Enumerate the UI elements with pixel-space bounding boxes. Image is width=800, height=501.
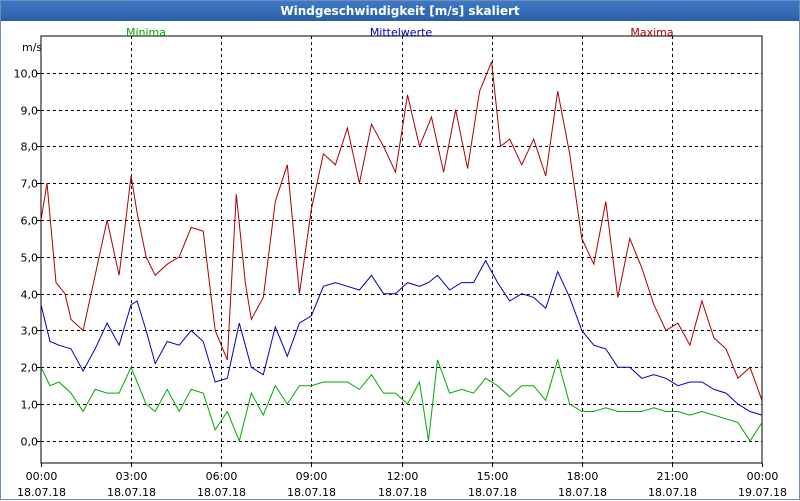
y-tick-label: 0,0 — [21, 436, 39, 449]
x-tick-date: 18.07.18 — [107, 486, 156, 499]
x-tick-date: 18.07.18 — [558, 486, 607, 499]
y-tick-label: 5,0 — [21, 252, 39, 265]
y-axis-unit: m/s — [22, 41, 42, 54]
y-tick-label: 8,0 — [21, 141, 39, 154]
x-tick-time: 09:00 — [296, 470, 328, 483]
x-tick-time: 12:00 — [387, 470, 419, 483]
x-tick-date: 19.07.18 — [738, 486, 787, 499]
x-tick-date: 18.07.18 — [17, 486, 66, 499]
y-tick-label: 6,0 — [21, 215, 39, 228]
y-tick-label: 3,0 — [21, 325, 39, 338]
series-lines — [40, 61, 763, 443]
x-tick-date: 18.07.18 — [197, 486, 246, 499]
y-tick-label: 4,0 — [21, 289, 39, 302]
legend-mittelwerte: Mittelwerte — [370, 26, 433, 39]
plot-area — [40, 35, 763, 464]
x-tick-time: 18:00 — [567, 470, 599, 483]
window-title: Windgeschwindigkeit [m/s] skaliert — [1, 1, 799, 21]
series-line-mittelwerte — [40, 259, 763, 416]
x-tick-date: 18.07.18 — [287, 486, 336, 499]
y-tick-label: 2,0 — [21, 362, 39, 375]
x-tick-time: 21:00 — [657, 470, 689, 483]
x-tick-time: 00:00 — [747, 470, 779, 483]
x-tick-time: 00:00 — [26, 470, 58, 483]
legend-maxima: Maxima — [630, 26, 673, 39]
series-line-maxima — [40, 61, 763, 401]
y-tick-label: 9,0 — [21, 105, 39, 118]
x-tick-date: 18.07.18 — [378, 486, 427, 499]
y-tick-label: 7,0 — [21, 178, 39, 191]
y-tick-label: 1,0 — [21, 399, 39, 412]
x-axis-ticks: 00:00 18.07.18 03:00 18.07.18 06:00 18.07.18 0… — [17, 463, 787, 499]
grid-lines — [41, 36, 762, 463]
x-tick-date: 18.07.18 — [468, 486, 517, 499]
legend-minima: Minima — [126, 26, 166, 39]
x-tick-date: 18.07.18 — [648, 486, 697, 499]
y-tick-label: 10,0 — [14, 68, 39, 81]
y-axis-ticks: 0,0 1,0 2,0 3,0 4,0 5,0 6,0 7,0 8,0 9,0 10,0 — [14, 68, 41, 449]
x-tick-time: 15:00 — [477, 470, 509, 483]
x-tick-time: 03:00 — [116, 470, 148, 483]
x-tick-time: 06:00 — [206, 470, 238, 483]
series-line-minima — [40, 358, 763, 443]
